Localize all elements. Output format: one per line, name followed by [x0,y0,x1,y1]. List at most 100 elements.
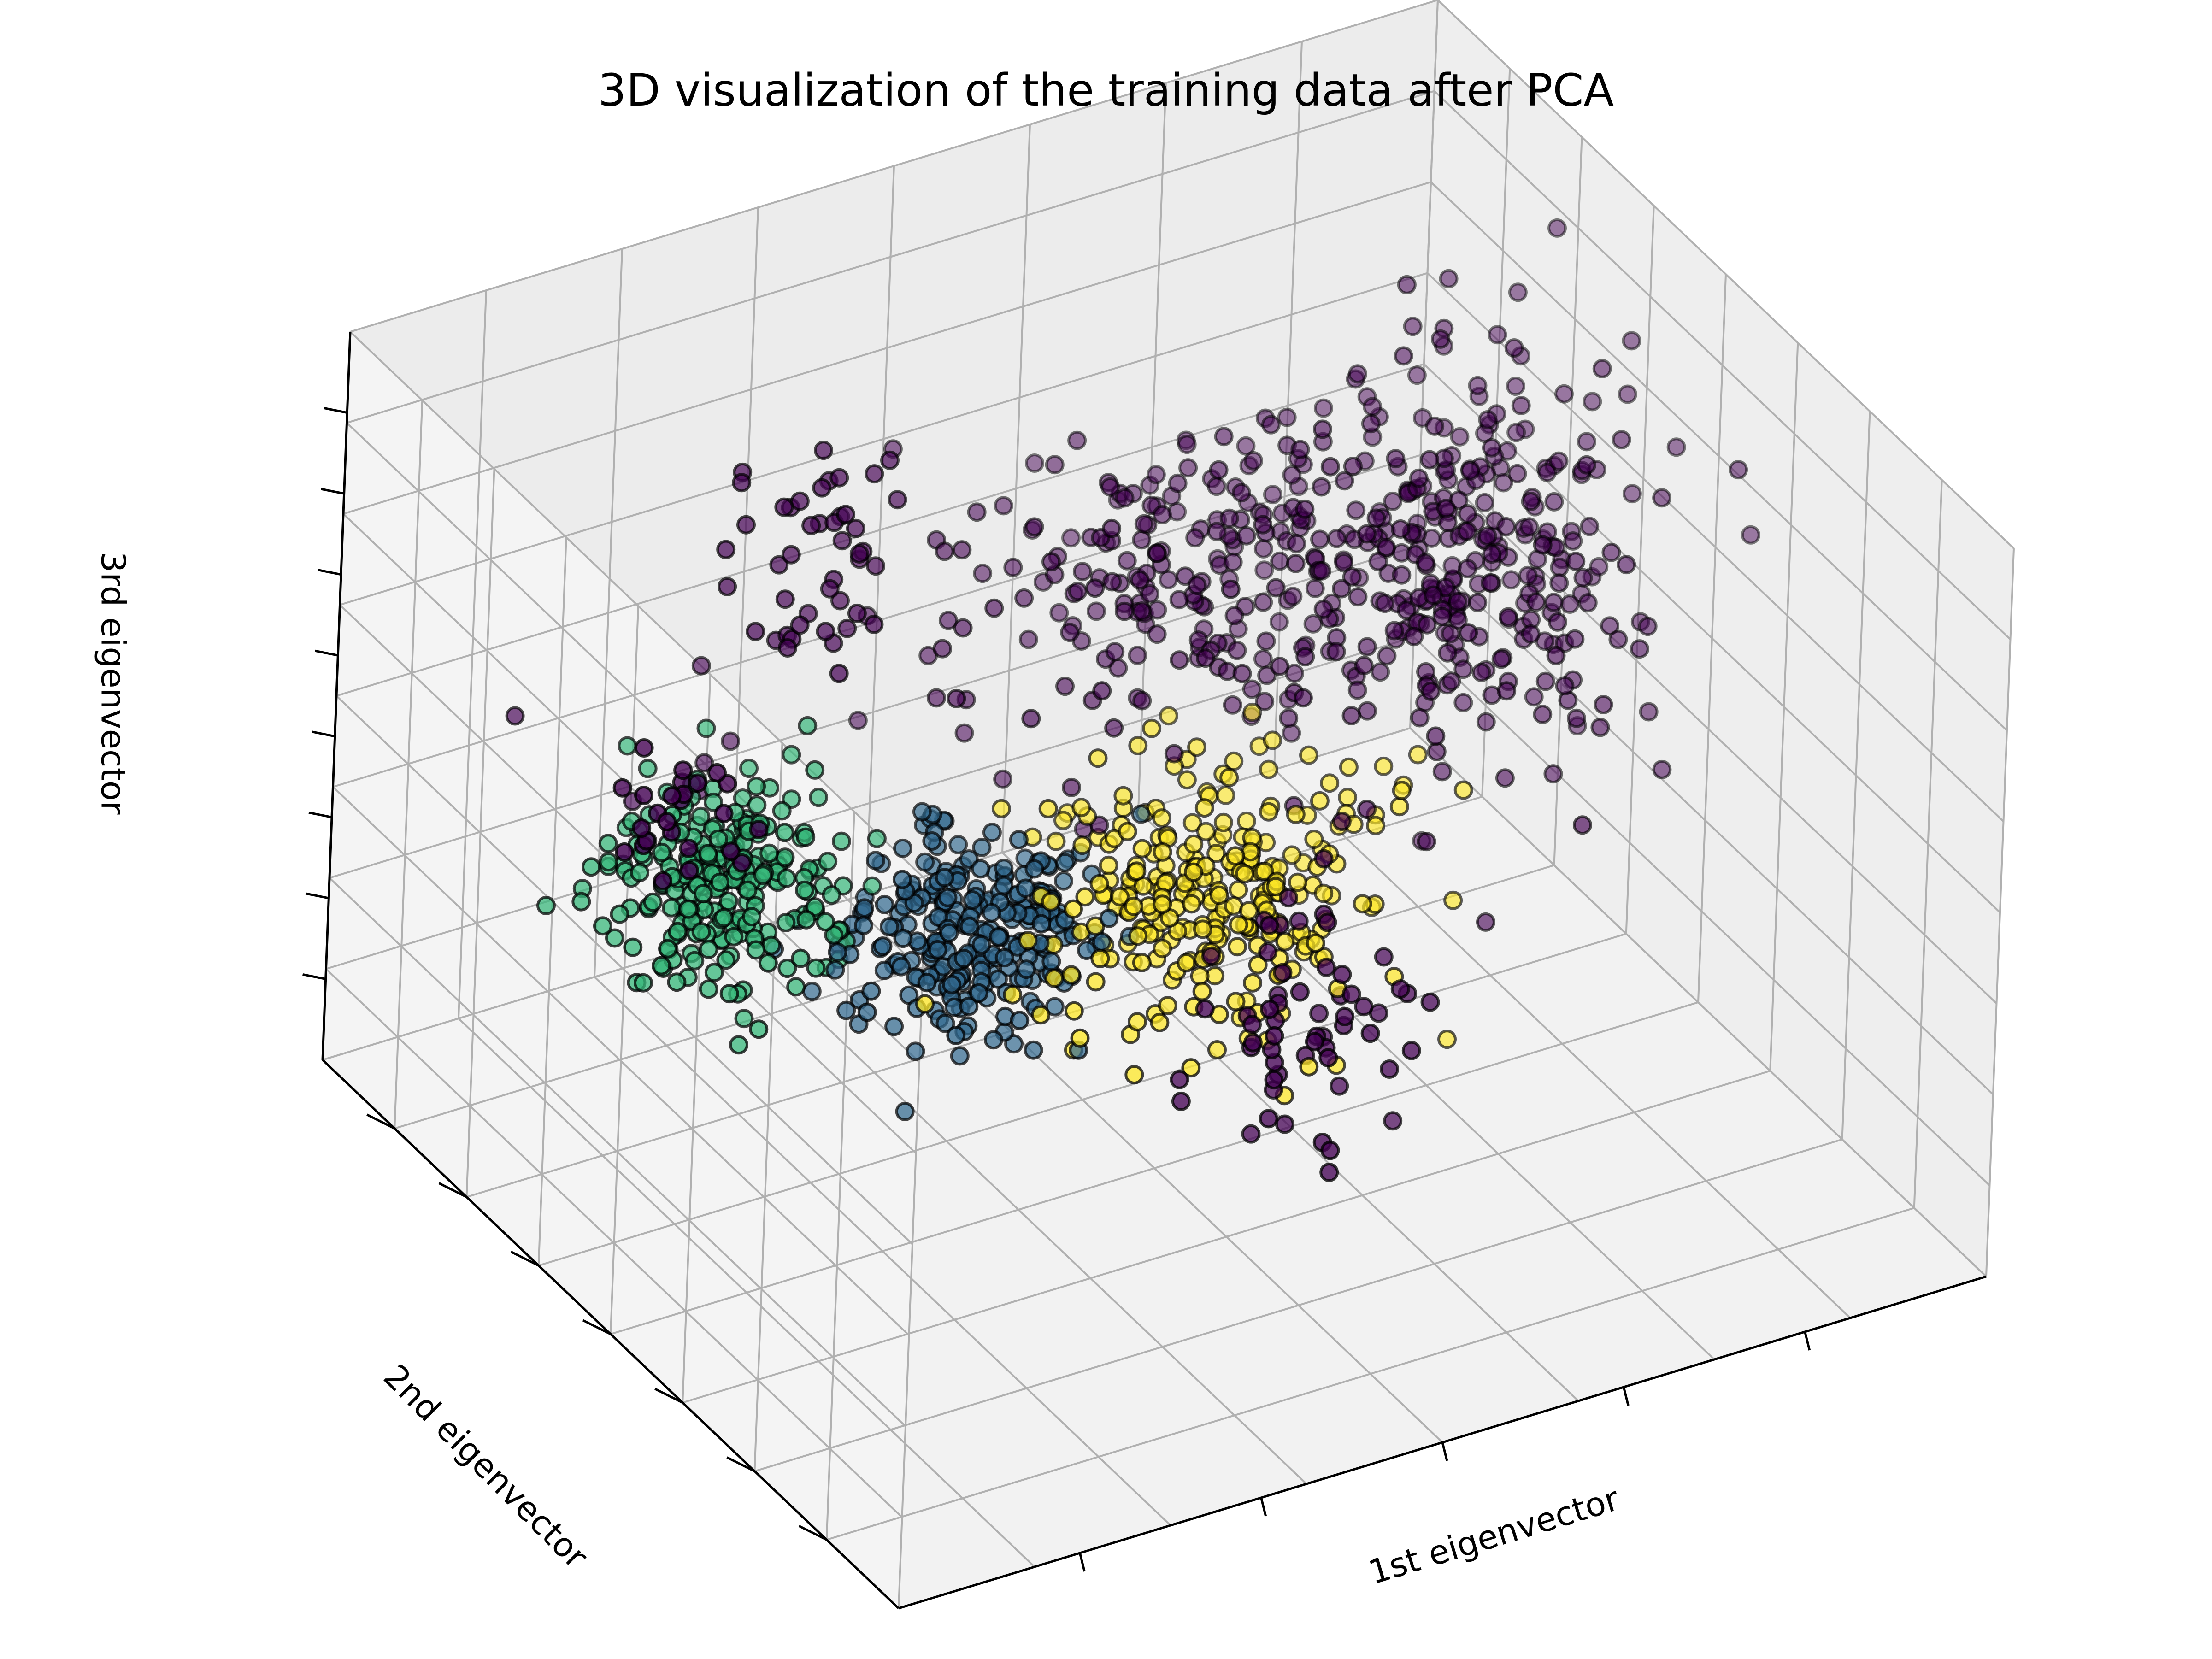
data-point [1105,642,1125,662]
data-point [1481,573,1500,593]
data-point [1060,623,1080,642]
data-point [1206,477,1226,496]
data-point [1295,499,1315,519]
data-point [1102,572,1122,592]
data-point [828,942,847,962]
data-point [1436,499,1456,518]
data-point [1253,592,1273,612]
data-point [1213,812,1233,832]
data-point [939,923,959,943]
data-point [1196,822,1216,841]
data-point [1403,317,1423,336]
y-tick [654,1388,683,1404]
data-point [1132,839,1152,859]
data-point [1290,982,1310,1002]
data-point [1201,946,1221,966]
data-point [1152,505,1172,524]
data-point [1124,1065,1144,1084]
data-point [1232,664,1252,683]
data-point [1177,770,1197,790]
data-point [1177,435,1197,454]
data-point [753,865,773,885]
grid-line [1273,41,1303,770]
data-point [1450,427,1470,447]
data-point [1612,430,1631,450]
data-point [1508,282,1528,302]
data-point [994,859,1014,878]
data-point [1128,926,1148,946]
data-point [1018,629,1038,649]
data-point [1320,1141,1340,1160]
y-tick [726,1456,755,1472]
data-point [1231,483,1251,503]
data-point [1227,641,1247,660]
data-point [582,857,601,877]
data-point [1025,453,1044,473]
data-point [1566,708,1586,728]
data-point [1386,449,1406,469]
data-point [679,861,699,880]
data-point [982,903,1001,923]
data-point [1392,565,1412,585]
data-point [1305,1032,1324,1052]
data-point [1617,555,1636,575]
data-point [1099,855,1118,875]
data-point [1468,593,1488,612]
data-point [1608,629,1628,649]
data-point [1193,919,1212,939]
data-point [1190,966,1210,986]
data-point [699,979,718,999]
data-point [963,890,982,910]
data-point [1488,325,1507,345]
data-point [1416,553,1435,572]
grid-line [1273,769,1851,1319]
data-point [1506,423,1526,442]
data-point [1024,517,1044,537]
data-point [1041,892,1061,912]
data-point [1741,525,1760,545]
data-point [1170,650,1189,670]
data-point [1236,811,1256,831]
data-point [1072,835,1092,855]
data-point [1521,624,1541,644]
data-point [1335,1006,1355,1026]
data-point [984,598,1004,618]
data-point [1045,997,1065,1017]
data-point [1041,552,1061,572]
data-point [1368,552,1388,571]
data-point [1152,808,1172,828]
data-point [1310,529,1330,549]
grid-line [335,695,913,1245]
data-point [1366,508,1386,528]
data-point [1622,331,1641,351]
data-point [1420,992,1440,1012]
data-point [1360,1024,1380,1043]
data-point [1482,438,1501,458]
data-point [1038,799,1058,818]
data-point [1383,491,1403,511]
data-point [1468,376,1488,395]
data-point [1383,1111,1403,1131]
data-point [732,473,752,493]
data-point [1242,1015,1262,1035]
data-point [1132,953,1152,972]
data-point [801,516,821,535]
data-point [1565,629,1585,649]
data-point [1592,359,1612,378]
data-point [1223,552,1243,572]
data-point [1547,218,1567,238]
data-point [1554,384,1574,404]
data-point [818,852,838,871]
grid-line [1437,0,2015,549]
data-point [1087,601,1106,621]
data-point [1282,465,1302,485]
data-point [1225,846,1245,866]
data-point [1550,558,1570,577]
data-point [972,837,992,857]
data-point [983,1030,1003,1050]
data-point [832,531,852,551]
data-point [1341,706,1361,725]
data-point [935,868,954,888]
data-point [1327,529,1347,548]
